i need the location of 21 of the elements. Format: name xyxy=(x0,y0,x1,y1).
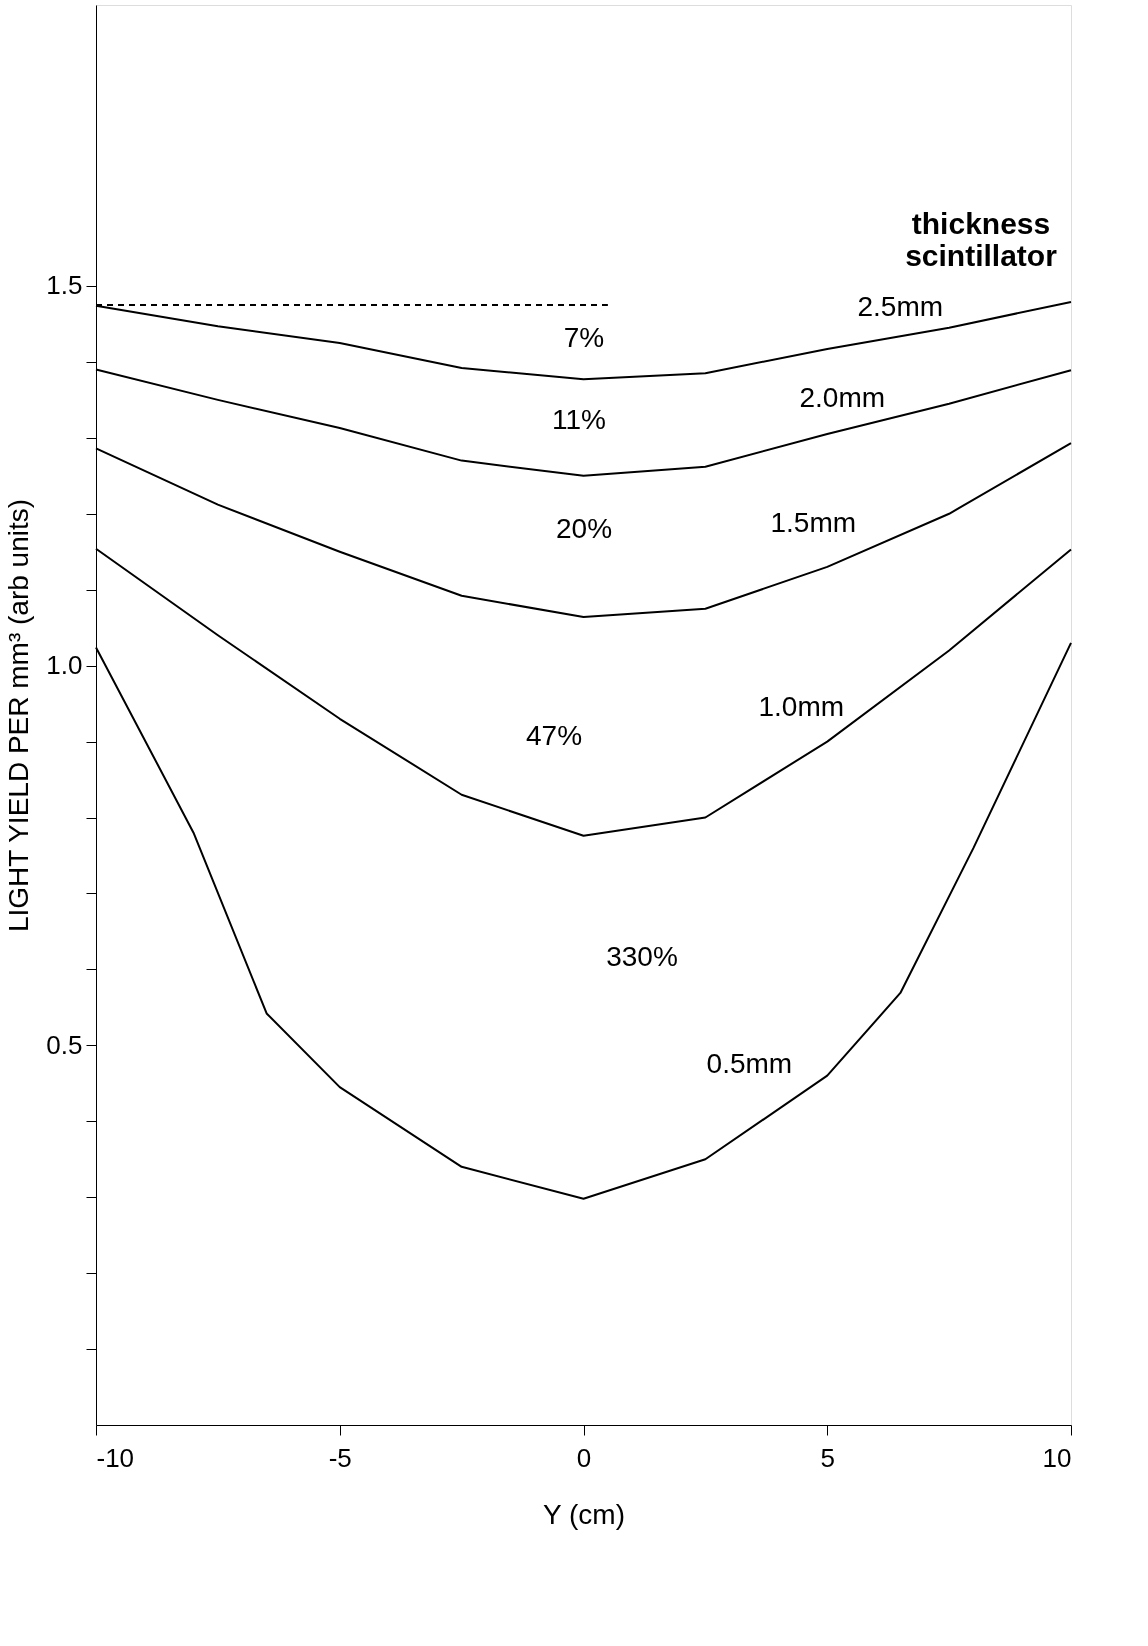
series-label: 1.0mm xyxy=(758,690,845,722)
y-tick-label: 1.0 xyxy=(46,650,83,681)
annotation: 330% xyxy=(606,941,678,972)
y-axis-title: LIGHT YIELD PER mm³ (arb units) xyxy=(3,498,35,933)
x-tick-label: 5 xyxy=(820,1442,835,1473)
x-tick-label: -10 xyxy=(96,1442,135,1473)
legend-title: thickness scintillator xyxy=(905,207,1058,272)
y-tick-label: 1.5 xyxy=(46,270,83,301)
series-label: 2.0mm xyxy=(799,382,886,414)
annotation: 20% xyxy=(555,513,613,544)
annotation: 7% xyxy=(563,322,605,353)
series-label: 0.5mm xyxy=(706,1047,793,1079)
x-tick-label: 10 xyxy=(1042,1442,1072,1473)
x-axis-title: Y (cm) xyxy=(543,1498,625,1530)
x-tick-label: -5 xyxy=(328,1442,352,1473)
series-label: 1.5mm xyxy=(770,506,857,538)
x-tick-label: 0 xyxy=(576,1442,592,1473)
annotation: 11% xyxy=(552,404,606,435)
y-tick-label: 0.5 xyxy=(46,1029,83,1060)
annotation: 47% xyxy=(525,720,583,751)
series-label: 2.5mm xyxy=(857,290,944,322)
